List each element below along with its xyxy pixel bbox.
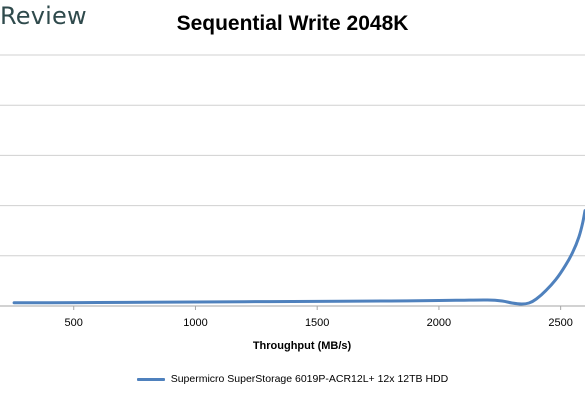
chart-title: Sequential Write 2048K	[176, 12, 409, 35]
x-tick-label: 1000	[183, 317, 207, 329]
series-line	[12, 209, 585, 306]
x-tick-label: 1500	[305, 317, 329, 329]
x-axis-label: Throughput (MB/s)	[253, 340, 352, 352]
series-lines	[12, 209, 585, 306]
legend: Supermicro SuperStorage 6019P-ACR12L+ 12…	[0, 373, 585, 385]
x-tick-label: 500	[65, 317, 83, 329]
x-tick-labels: 500 1000 1500 2000 2500	[65, 306, 573, 329]
gridlines	[0, 54, 585, 257]
legend-entry: Supermicro SuperStorage 6019P-ACR12L+ 12…	[170, 373, 449, 385]
x-tick-label: 2500	[548, 317, 572, 329]
x-tick-label: 2000	[427, 317, 451, 329]
legend-swatch	[136, 377, 165, 381]
brand-logo-text: Review	[0, 2, 87, 30]
